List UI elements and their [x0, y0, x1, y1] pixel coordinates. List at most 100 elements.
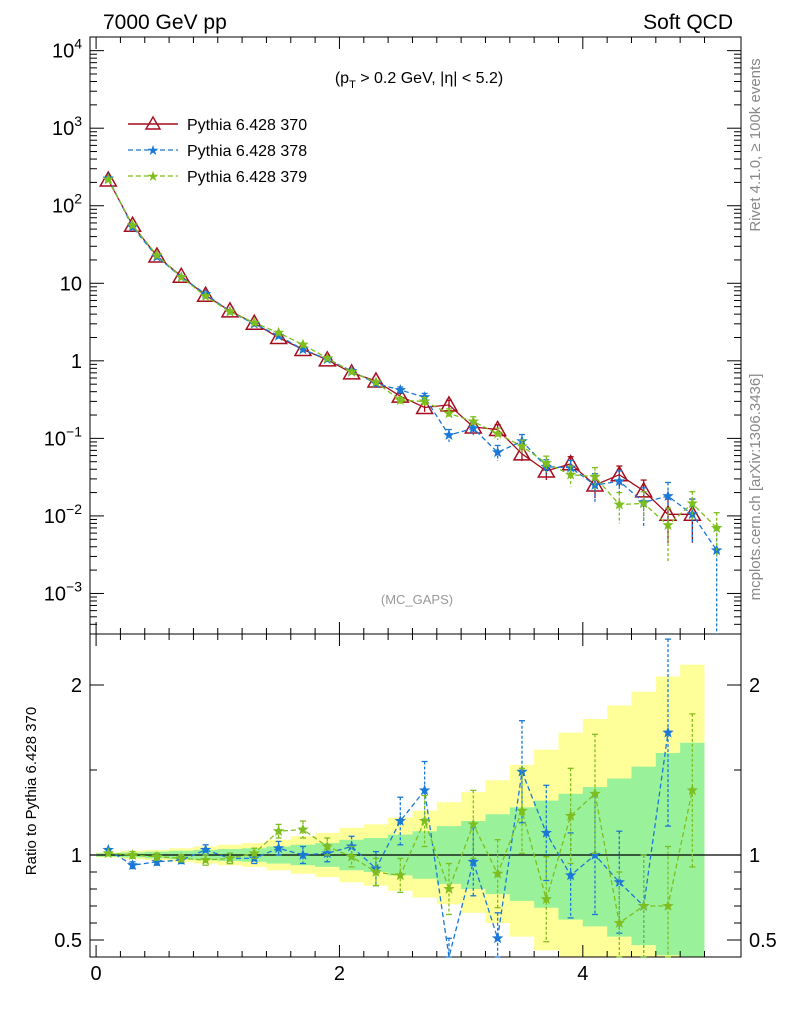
data-point-378	[443, 429, 455, 441]
data-point-378	[662, 490, 674, 501]
data-point-379	[272, 326, 285, 338]
data-point-379	[662, 519, 674, 531]
ratio-bands	[96, 664, 705, 957]
legend: Pythia 6.428 370 ★ Pythia 6.428 378 ★ Py…	[128, 115, 307, 186]
ratio-point-379	[175, 852, 187, 864]
ratio-y-tick-label-right: 0.5	[749, 930, 777, 952]
data-point-370	[317, 350, 337, 367]
data-point-379	[126, 219, 139, 231]
data-point-370	[269, 327, 288, 345]
data-point-379	[248, 316, 260, 328]
ratio-frame	[89, 633, 742, 958]
ratio-point-379	[613, 917, 626, 928]
ratio-point-379	[443, 883, 455, 894]
data-point-379	[686, 497, 699, 509]
data-point-379	[297, 338, 309, 350]
data-point-379	[224, 305, 236, 317]
ratio-band-inner	[96, 742, 705, 957]
data-point-379	[613, 498, 626, 510]
x-tick-label: 4	[577, 963, 588, 985]
ratio-point-379	[151, 850, 163, 862]
ratio-point-379	[686, 784, 699, 796]
ratio-point-379	[297, 823, 309, 835]
data-point-379	[491, 427, 504, 439]
data-point-379	[467, 415, 480, 427]
ratio-point-379	[272, 825, 285, 837]
cut-label-rest: > 0.2 GeV, |η| < 5.2)	[356, 70, 503, 87]
legend-label-379: Pythia 6.428 379	[187, 169, 307, 186]
data-point-379	[710, 521, 723, 533]
ratio-point-378	[418, 784, 431, 796]
ratio-y-tick-label: 0.5	[54, 930, 82, 952]
legend-marker-370	[144, 115, 162, 130]
y-tick-label: 10−2	[44, 501, 82, 528]
ratio-point-378	[540, 826, 553, 838]
ratio-point-379	[637, 900, 650, 911]
ratio-point-379	[516, 804, 528, 816]
data-point-379	[151, 249, 163, 261]
data-point-379	[564, 468, 577, 480]
series-layer	[98, 170, 723, 958]
ratio-point-379	[491, 867, 504, 879]
data-point-379	[394, 394, 406, 406]
legend-marker-378: ★	[147, 142, 160, 158]
ratio-y-tick-label-right: 1	[749, 845, 760, 867]
data-point-379	[102, 173, 114, 185]
x-tick-label: 2	[334, 963, 345, 985]
x-tick-label: 0	[91, 963, 102, 985]
data-point-379	[175, 271, 187, 282]
data-point-379	[589, 470, 601, 482]
ratio-point-378	[564, 869, 577, 881]
ratio-point-379	[224, 852, 236, 864]
y-tick-label: 103	[52, 113, 82, 140]
y-tick-base: 10	[44, 428, 66, 450]
ratio-point-378	[199, 843, 212, 855]
y-tick-label: 10−1	[44, 423, 82, 450]
data-point-378	[491, 446, 504, 458]
ratio-point-379	[345, 850, 358, 862]
rivet-label: Rivet 4.1.0, ≥ 100k events	[747, 58, 764, 231]
ratio-point-378	[589, 849, 601, 860]
ratio-point-378	[662, 726, 674, 738]
ratio-point-379	[126, 849, 139, 860]
data-point-370	[537, 461, 556, 478]
ratio-point-379	[199, 854, 212, 865]
ratio-point-379	[564, 809, 577, 821]
series-line-370	[107, 179, 693, 515]
ratio-point-379	[102, 847, 114, 859]
legend-label-370: Pythia 6.428 370	[187, 117, 307, 134]
ratio-point-379	[370, 866, 382, 877]
mcplots-label: mcplots.cern.ch [arXiv:1306.3436]	[747, 374, 764, 601]
ratio-point-378	[272, 842, 285, 854]
ratio-point-378	[613, 876, 626, 888]
y-tick-base: 10	[44, 506, 66, 528]
ratio-point-379	[467, 818, 480, 830]
data-point-378	[613, 475, 626, 487]
y-tick-label: 104	[52, 36, 82, 63]
series-line-379	[107, 179, 718, 529]
ratio-point-378	[321, 847, 333, 859]
ratio-point-379	[418, 815, 431, 826]
cut-label-sub: T	[349, 79, 356, 91]
ratio-point-378	[151, 855, 163, 867]
data-point-379	[199, 290, 212, 302]
data-point-378	[394, 384, 406, 395]
ratio-point-379	[394, 869, 406, 881]
legend-entry-370: Pythia 6.428 370	[128, 115, 307, 134]
header-left: 7000 GeV pp	[103, 11, 227, 34]
ratio-line-378	[107, 732, 669, 958]
ratio-y-tick-label: 1	[71, 845, 82, 867]
legend-marker-379: ★	[147, 168, 160, 184]
cut-label: (pT > 0.2 GeV, |η| < 5.2)	[335, 70, 503, 91]
y-tick-base: 10	[52, 41, 74, 63]
y-tick-exp: −1	[66, 423, 82, 439]
ratio-point-379	[540, 893, 553, 905]
cut-label-p: (p	[335, 70, 349, 87]
y-tick-base: 10	[52, 118, 74, 140]
data-point-378	[297, 343, 309, 355]
ratio-y-tick-label: 2	[71, 675, 82, 697]
data-point-370	[512, 444, 532, 461]
y-tick-exp: 2	[74, 191, 82, 207]
data-point-379	[345, 365, 358, 377]
